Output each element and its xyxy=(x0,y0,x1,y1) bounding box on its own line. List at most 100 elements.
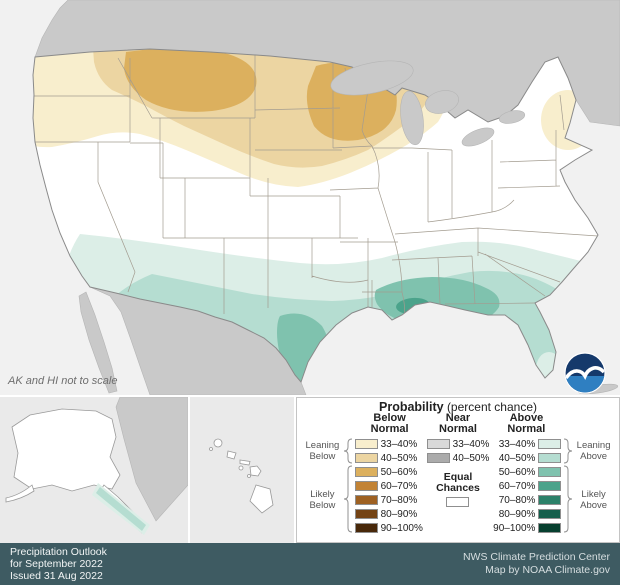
island-hawaii xyxy=(249,484,274,514)
noaa-logo-ocean xyxy=(565,376,605,393)
legend-range-label: 70–80% xyxy=(380,494,418,506)
legend-swatch xyxy=(426,439,450,449)
lake-ontario xyxy=(498,110,526,124)
equal-chances-swatch-row xyxy=(446,497,470,507)
footer-issued-line: Issued 31 Aug 2022 xyxy=(10,570,103,582)
below-normal-region-50-60-west xyxy=(124,49,257,112)
legend-swatch xyxy=(538,467,562,477)
legend-range-label: 80–90% xyxy=(498,508,536,520)
legend-row: 50–60% xyxy=(491,465,562,479)
lake-huron xyxy=(425,90,459,114)
legend-swatch xyxy=(354,523,378,533)
legend-range-label: 50–60% xyxy=(498,466,536,478)
legend-row: 70–80% xyxy=(354,493,425,507)
legend-row: 80–90% xyxy=(491,507,562,521)
legend-row: 50–60% xyxy=(354,465,425,479)
legend-range-label: 33–40% xyxy=(380,438,418,450)
above-normal-column: Above Normal 33–40% 40–50% 50–60% 60–70%… xyxy=(491,412,562,535)
legend-right-labels: Leaning Above Likely Above xyxy=(572,415,615,535)
lake-superior xyxy=(330,60,414,96)
above-normal-header: Above Normal xyxy=(507,412,546,435)
below-normal-column: Below Normal 33–40% 40–50% 50–60% 60–70%… xyxy=(354,413,425,535)
hawaiian-islands xyxy=(209,438,274,514)
island-lanai xyxy=(238,465,244,471)
bottom-strip: Probability (percent chance) Leaning Bel… xyxy=(0,395,620,543)
island-molokai xyxy=(239,459,251,466)
island-kauai xyxy=(213,438,223,448)
alaska-inset xyxy=(0,396,189,543)
likely-above-label: Likely Above xyxy=(580,489,608,511)
likely-below-bracket xyxy=(344,465,353,533)
legend-row: 40–50% xyxy=(491,451,562,465)
near-normal-header: Near Normal xyxy=(439,412,477,435)
legend-row: 33–40% xyxy=(354,437,425,451)
legend-swatch xyxy=(354,481,378,491)
equal-chances-label: Equal Chances xyxy=(436,471,480,494)
island-maui xyxy=(249,465,262,477)
footer-credit-line: Map by NOAA Climate.gov xyxy=(485,564,610,576)
legend-swatch xyxy=(354,467,378,477)
legend-range-label: 90–100% xyxy=(493,522,536,534)
baja-peninsula xyxy=(78,291,118,394)
equal-chances-swatch xyxy=(446,497,470,507)
leaning-below-label: Leaning Below xyxy=(305,440,340,462)
legend-swatch xyxy=(538,509,562,519)
leaning-above-bracket xyxy=(563,438,572,464)
likely-below-label: Likely Below xyxy=(309,489,336,511)
legend-row: 70–80% xyxy=(491,493,562,507)
legend-swatch xyxy=(354,509,378,519)
island-oahu xyxy=(226,450,237,460)
legend-row: 60–70% xyxy=(354,479,425,493)
probability-legend: Probability (percent chance) Leaning Bel… xyxy=(296,397,620,543)
legend-swatch xyxy=(426,453,450,463)
legend-range-label: 40–50% xyxy=(498,452,536,464)
legend-columns: Leaning Below Likely Below xyxy=(301,412,615,535)
legend-swatch xyxy=(538,453,562,463)
great-lakes xyxy=(330,60,526,147)
footer-title-line: Precipitation Outlook xyxy=(10,546,107,558)
legend-title: Probability (percent chance) xyxy=(301,400,615,414)
legend-swatch xyxy=(354,439,378,449)
alaska-aleutians xyxy=(5,484,35,503)
alaska-inset-svg xyxy=(0,396,189,543)
near-normal-column: Near Normal 33–40% 40–50% Equal Chances xyxy=(426,412,490,507)
lake-michigan xyxy=(400,90,424,146)
island-kahoolawe xyxy=(247,474,251,478)
legend-left-labels: Leaning Below Likely Below xyxy=(301,415,344,535)
legend-range-label: 40–50% xyxy=(380,452,418,464)
leaning-below-bracket xyxy=(344,438,353,464)
state-borders xyxy=(33,55,598,319)
us-outline xyxy=(32,48,599,383)
legend-left-brackets xyxy=(344,415,353,533)
hawaii-inset-svg xyxy=(190,397,294,543)
footer-left-text: Precipitation Outlook for September 2022… xyxy=(10,546,107,582)
legend-row: 33–40% xyxy=(491,437,562,451)
legend-row: 80–90% xyxy=(354,507,425,521)
map-svg xyxy=(32,0,620,395)
leaning-above-label: Leaning Above xyxy=(576,440,611,462)
alaska-above-normal-40-50 xyxy=(96,487,146,531)
legend-row: 33–40% xyxy=(426,437,490,451)
likely-above-bracket xyxy=(563,465,572,533)
us-precipitation-map: AK and HI not to scale xyxy=(0,0,620,395)
footer-period-line: for September 2022 xyxy=(10,558,103,570)
legend-title-note: (percent chance) xyxy=(446,400,537,414)
legend-row: 90–100% xyxy=(491,521,562,535)
scale-note: AK and HI not to scale xyxy=(8,375,118,387)
island-niihau xyxy=(209,447,213,451)
hawaii-inset xyxy=(190,397,294,543)
alaska-landmass xyxy=(11,408,121,492)
legend-swatch xyxy=(354,453,378,463)
footer-right-text: NWS Climate Prediction Center Map by NOA… xyxy=(463,551,610,577)
legend-range-label: 33–40% xyxy=(452,438,490,450)
legend-swatch xyxy=(538,481,562,491)
legend-right-brackets xyxy=(563,415,572,533)
legend-swatch xyxy=(538,495,562,505)
noaa-logo xyxy=(564,352,606,394)
legend-title-text: Probability xyxy=(379,400,444,414)
legend-row: 90–100% xyxy=(354,521,425,535)
legend-range-label: 50–60% xyxy=(380,466,418,478)
legend-swatch xyxy=(354,495,378,505)
legend-swatch xyxy=(538,439,562,449)
